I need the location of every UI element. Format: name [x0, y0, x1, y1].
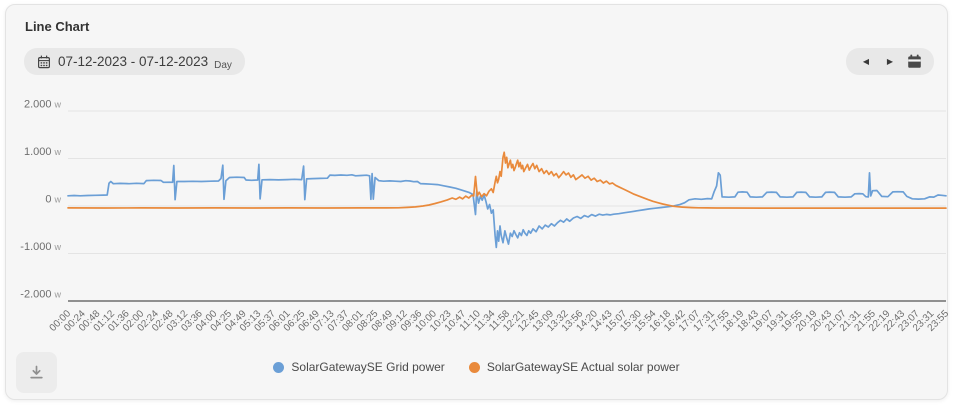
- calendar-outline-icon: [37, 55, 51, 69]
- y-tick-label: -1.000 w: [20, 241, 61, 253]
- calendar-icon[interactable]: [903, 50, 925, 74]
- chevron-right-icon[interactable]: ▶: [879, 50, 901, 74]
- legend-item[interactable]: SolarGatewaySE Actual solar power: [468, 360, 680, 374]
- date-range-label: 07-12-2023 - 07-12-2023: [58, 54, 209, 69]
- y-tick-label: 2.000 w: [24, 99, 62, 111]
- series-line: [67, 163, 947, 249]
- download-icon: [28, 364, 45, 381]
- period-label: Day: [214, 60, 232, 71]
- page-title: Line Chart: [25, 19, 90, 34]
- chart-legend: SolarGatewaySE Grid power SolarGatewaySE …: [6, 360, 947, 374]
- date-range-picker[interactable]: 07-12-2023 - 07-12-2023 Day: [24, 48, 245, 75]
- date-nav-controls: ◀ ▶: [846, 48, 934, 75]
- legend-dot-icon: [468, 361, 480, 373]
- y-tick-label: -2.000 w: [20, 289, 61, 301]
- chevron-left-icon[interactable]: ◀: [855, 50, 877, 74]
- legend-label: SolarGatewaySE Actual solar power: [486, 360, 680, 374]
- y-tick-label: 1.000 w: [24, 146, 62, 158]
- chart-plot-area[interactable]: 2.000 w1.000 w0 w-1.000 w-2.000 w00:0000:2400…: [6, 91, 953, 353]
- legend-item[interactable]: SolarGatewaySE Grid power: [273, 360, 445, 374]
- legend-label: SolarGatewaySE Grid power: [291, 360, 445, 374]
- series-line: [67, 151, 947, 209]
- line-chart-card: Line Chart 07-12-2023 - 07-12-2023 Day ◀…: [5, 4, 951, 400]
- legend-dot-icon: [273, 361, 285, 373]
- download-button[interactable]: [16, 352, 57, 393]
